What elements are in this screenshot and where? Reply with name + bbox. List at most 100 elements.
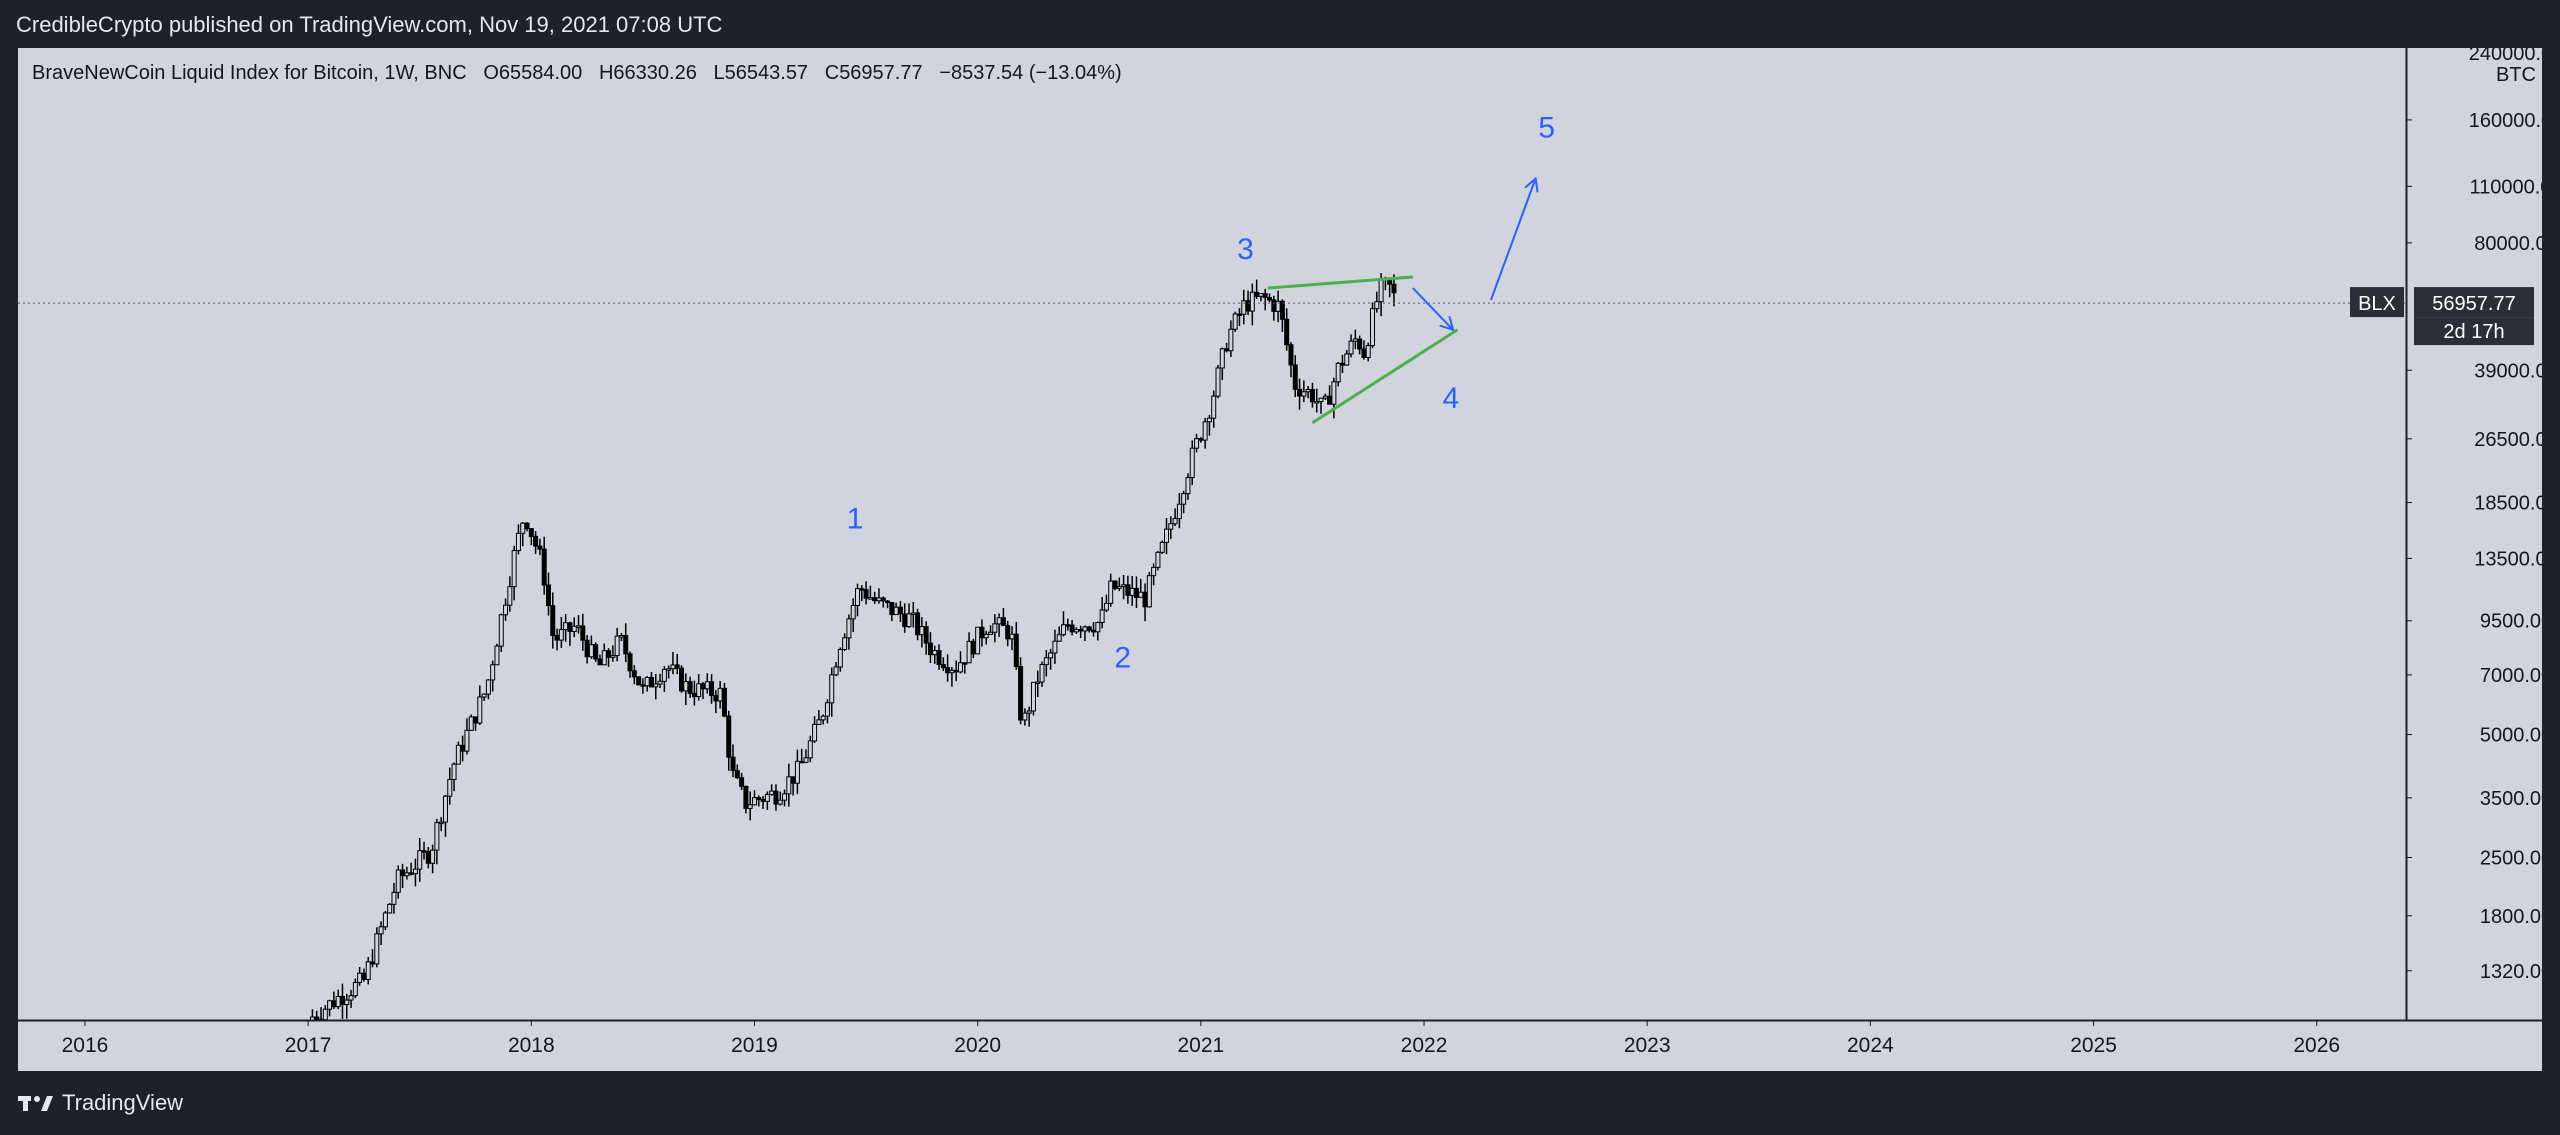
candle <box>503 598 509 621</box>
x-tick-label: 2025 <box>2070 1034 2117 1057</box>
candle-body-down <box>524 522 530 530</box>
symbol-tag <box>2350 287 2404 318</box>
candle-body-down <box>1271 299 1277 312</box>
candle <box>1374 291 1380 313</box>
candle <box>374 927 380 968</box>
candle <box>438 817 444 832</box>
candle <box>1056 626 1062 642</box>
candle <box>1176 492 1182 529</box>
candle-body-down <box>473 716 479 724</box>
candle-body-down <box>915 612 921 636</box>
candle <box>820 714 826 725</box>
candle-body-up <box>1228 328 1234 352</box>
candle-body-down <box>593 644 599 660</box>
candle <box>1288 342 1294 378</box>
candle-body-up <box>1164 528 1170 543</box>
candle-body-down <box>674 664 680 669</box>
candle <box>979 619 985 647</box>
plot-area[interactable]: 1 2 3 4 5 <box>18 48 2406 1032</box>
price-scale <box>2406 48 2542 1071</box>
candle-body-up <box>447 779 453 797</box>
candle-body-up <box>1258 293 1264 297</box>
candle <box>1357 335 1363 355</box>
candle-body-up <box>1048 652 1054 659</box>
candle-body-down <box>730 756 736 772</box>
candle-body-down <box>533 535 539 547</box>
candle <box>1103 594 1109 613</box>
candle <box>636 676 642 686</box>
candle-body-up <box>391 891 397 905</box>
candle <box>1194 433 1200 453</box>
candle <box>962 662 968 674</box>
last-price-tag <box>2414 287 2534 318</box>
candle-body-down <box>734 770 740 779</box>
candle-body-down <box>1000 617 1006 626</box>
candle-body-down <box>339 995 345 1005</box>
wave-arrow-shaft <box>1412 287 1454 331</box>
candle-body-up <box>1022 712 1028 721</box>
candle <box>468 714 474 731</box>
candle-body-up <box>618 634 624 638</box>
candle <box>1108 573 1114 607</box>
candle-body-up <box>764 793 770 802</box>
y-tick-label-top: 240000.00 <box>2469 48 2542 65</box>
candle-body-up <box>576 625 582 628</box>
candle-body-down <box>623 634 629 655</box>
last-price-value: 56957.77 <box>2432 293 2515 315</box>
candle-body-down <box>721 687 727 717</box>
candle <box>1181 490 1187 514</box>
candle-body-up <box>876 597 882 602</box>
candle <box>1344 350 1350 366</box>
candle-body-down <box>799 760 805 764</box>
candle <box>1211 390 1217 428</box>
chart-pane[interactable]: 1 2 3 4 5 1320.00 1800.00 2500.00 3500.00 5000.0… <box>18 48 2542 1071</box>
candle-body-up <box>468 716 474 731</box>
candle-body-up <box>751 797 757 806</box>
candle <box>344 993 350 1019</box>
candle <box>1052 629 1058 664</box>
candle-body-down <box>541 548 547 586</box>
candle-body-down <box>773 790 779 805</box>
candle <box>451 762 457 792</box>
wave-arrow <box>1412 287 1455 332</box>
candle-body-down <box>597 658 603 666</box>
candle-body-up <box>846 618 852 639</box>
candle-body-down <box>756 797 762 800</box>
candle <box>1262 288 1268 311</box>
tradingview-logo-icon <box>18 1096 53 1111</box>
candle <box>975 626 981 655</box>
candle-body-down <box>679 667 685 692</box>
candle-body-up <box>833 666 839 676</box>
candle-body-down <box>859 588 865 591</box>
x-tick-label: 2021 <box>1177 1034 1224 1057</box>
trendline-lower <box>1311 328 1459 425</box>
candle <box>1151 563 1157 586</box>
candle <box>1159 540 1165 555</box>
y-tick-label: 7000.00 <box>2480 665 2542 687</box>
candle <box>1043 650 1049 677</box>
candle-body-up <box>1185 477 1191 495</box>
candle-body-down <box>1297 388 1303 397</box>
candle <box>786 763 792 807</box>
candle-body-up <box>696 683 702 698</box>
candle-body-up <box>434 822 440 851</box>
tradingview-brand[interactable]: TradingView <box>18 1089 183 1117</box>
close-value: 56957.77 <box>839 62 923 84</box>
candle-body-up <box>520 522 526 534</box>
x-tick-label: 2026 <box>2293 1034 2340 1057</box>
candle-body-up <box>812 723 818 742</box>
candle-body-down <box>627 653 633 672</box>
candle <box>1061 611 1067 637</box>
candle-body-down <box>331 1000 337 1008</box>
candle <box>829 667 835 717</box>
candle <box>648 672 654 688</box>
candle-body-down <box>880 597 886 602</box>
candle <box>348 989 354 1009</box>
candle-body-up <box>975 626 981 655</box>
candle-body-up <box>1026 710 1032 714</box>
chart-svg[interactable]: 1 2 3 4 5 1320.00 1800.00 2500.00 3500.00 5000.0… <box>18 48 2542 1071</box>
candle-body-down <box>584 639 590 658</box>
candle-body-down <box>550 605 556 637</box>
candle-body-up <box>653 683 659 688</box>
candle-body-up <box>1043 657 1049 665</box>
